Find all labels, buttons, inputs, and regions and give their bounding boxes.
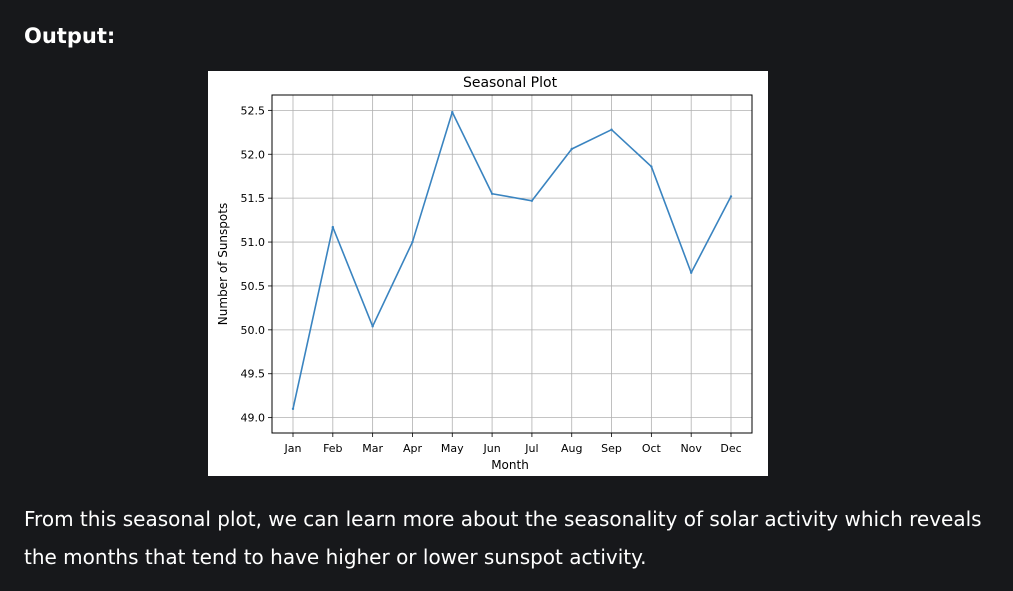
y-tick-label: 52.5 bbox=[241, 104, 266, 117]
data-point bbox=[331, 225, 335, 229]
data-point bbox=[291, 407, 295, 411]
seasonal-plot-chart: Seasonal Plot Jan Feb Mar Apr May Jun Jul Aug Se… bbox=[216, 75, 753, 472]
data-point bbox=[729, 195, 733, 198]
x-tick-label: Jun bbox=[482, 442, 500, 455]
x-tick-label: Oct bbox=[642, 442, 662, 455]
output-heading: Output: bbox=[24, 24, 116, 48]
y-tick-label: 51.5 bbox=[241, 192, 266, 205]
data-point bbox=[689, 271, 693, 274]
data-point bbox=[530, 199, 534, 202]
y-tick-label: 50.5 bbox=[241, 280, 266, 293]
x-tick-label: Jan bbox=[284, 442, 302, 455]
data-point bbox=[371, 325, 374, 328]
data-point bbox=[451, 110, 454, 114]
tick-layer: Jan Feb Mar Apr May Jun Jul Aug Sep Oct Nov Dec 49.0… bbox=[241, 104, 742, 455]
x-tick-label: Aug bbox=[561, 442, 582, 455]
y-tick-label: 49.5 bbox=[241, 368, 266, 381]
x-tick-label: Nov bbox=[680, 442, 702, 455]
data-point bbox=[610, 128, 613, 131]
sunspot-series-line bbox=[292, 111, 732, 410]
description-paragraph: From this seasonal plot, we can learn mo… bbox=[24, 507, 982, 569]
y-tick-label: 50.0 bbox=[241, 324, 266, 337]
x-tick-label: May bbox=[441, 442, 464, 455]
chart-title: Seasonal Plot bbox=[463, 75, 558, 91]
plot-frame bbox=[271, 94, 753, 434]
x-tick-label: Dec bbox=[720, 442, 741, 455]
y-tick-label: 51.0 bbox=[241, 236, 266, 249]
data-point bbox=[570, 147, 573, 151]
y-axis-label: Number of Sunspots bbox=[216, 203, 230, 325]
x-tick-label: Mar bbox=[362, 442, 383, 455]
x-tick-label: Feb bbox=[323, 442, 342, 455]
y-tick-label: 52.0 bbox=[241, 148, 266, 161]
x-axis-label: Month bbox=[491, 458, 529, 472]
data-point bbox=[650, 165, 653, 168]
data-point bbox=[490, 192, 494, 195]
seasonal-plot-figure: Seasonal Plot Jan Feb Mar Apr May Jun Jul Aug Se… bbox=[208, 71, 768, 476]
x-tick-label: Jul bbox=[524, 442, 538, 455]
x-tick-label: Apr bbox=[403, 442, 423, 455]
grid-layer bbox=[272, 95, 752, 433]
y-tick-label: 49.0 bbox=[241, 412, 266, 425]
data-point bbox=[411, 240, 414, 244]
line-layer bbox=[291, 110, 733, 411]
x-tick-label: Sep bbox=[601, 442, 622, 455]
